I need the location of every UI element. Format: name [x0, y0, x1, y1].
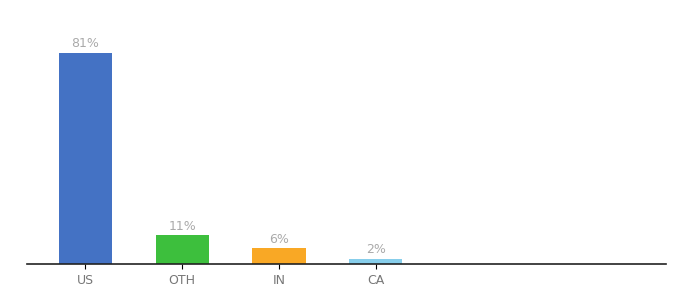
Text: 81%: 81%: [71, 37, 99, 50]
Bar: [350, 259, 403, 264]
Text: 2%: 2%: [366, 243, 386, 256]
Text: 6%: 6%: [269, 233, 289, 246]
Bar: [252, 248, 305, 264]
Bar: [156, 235, 209, 264]
Text: 11%: 11%: [168, 220, 196, 233]
Bar: [58, 53, 112, 264]
